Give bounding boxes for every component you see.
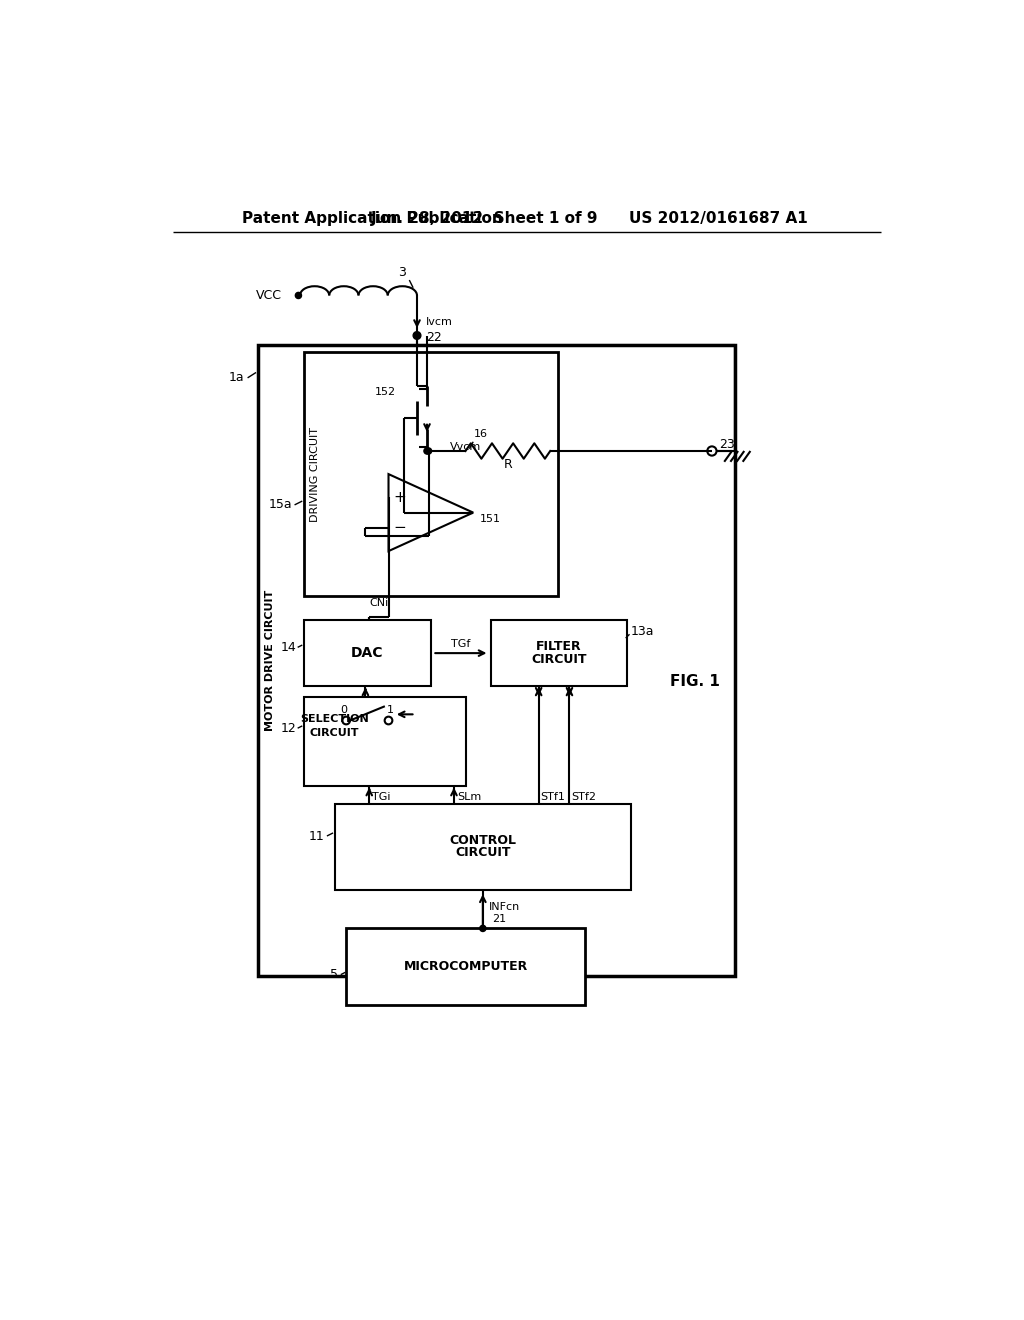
- Text: INFcn: INFcn: [489, 902, 520, 912]
- Text: 3: 3: [397, 265, 406, 279]
- Text: 0: 0: [340, 705, 347, 714]
- Circle shape: [295, 293, 301, 298]
- Bar: [346, 928, 585, 1006]
- Bar: [258, 345, 735, 977]
- Text: R: R: [504, 458, 512, 471]
- Text: CONTROL: CONTROL: [450, 834, 516, 847]
- Text: SLm: SLm: [457, 792, 481, 803]
- Text: 152: 152: [375, 387, 396, 397]
- Bar: [304, 620, 431, 686]
- Text: CIRCUIT: CIRCUIT: [455, 846, 511, 859]
- Text: 22: 22: [426, 330, 442, 343]
- Circle shape: [385, 717, 392, 725]
- Text: 14: 14: [281, 640, 296, 653]
- Circle shape: [708, 446, 717, 455]
- Text: 16: 16: [474, 429, 487, 440]
- Text: Ivcm: Ivcm: [426, 317, 453, 326]
- Text: 23: 23: [720, 438, 735, 451]
- Text: FIG. 1: FIG. 1: [670, 675, 720, 689]
- Text: FILTER: FILTER: [537, 640, 582, 653]
- Circle shape: [413, 331, 421, 339]
- Text: −: −: [393, 520, 406, 536]
- Text: 12: 12: [281, 722, 296, 735]
- Text: 1a: 1a: [229, 371, 245, 384]
- Text: MOTOR DRIVE CIRCUIT: MOTOR DRIVE CIRCUIT: [265, 590, 274, 731]
- Circle shape: [342, 717, 350, 725]
- Circle shape: [480, 925, 486, 932]
- Text: DAC: DAC: [351, 645, 384, 660]
- Bar: [304, 352, 558, 595]
- Text: DRIVING CIRCUIT: DRIVING CIRCUIT: [310, 426, 321, 521]
- Text: VCC: VCC: [255, 289, 282, 302]
- Bar: [335, 804, 631, 890]
- Bar: [490, 620, 628, 686]
- Text: CIRCUIT: CIRCUIT: [531, 653, 587, 665]
- Circle shape: [424, 447, 430, 454]
- Text: 15a: 15a: [268, 499, 292, 511]
- Text: 151: 151: [479, 513, 501, 524]
- Text: MICROCOMPUTER: MICROCOMPUTER: [403, 961, 527, 973]
- Text: 1: 1: [387, 705, 394, 714]
- Text: US 2012/0161687 A1: US 2012/0161687 A1: [630, 211, 808, 226]
- Text: STf2: STf2: [571, 792, 596, 803]
- Text: TGi: TGi: [373, 792, 391, 803]
- Bar: [304, 697, 466, 785]
- Text: 13a: 13a: [631, 626, 654, 639]
- Text: TGf: TGf: [452, 639, 471, 649]
- Text: SELECTION: SELECTION: [300, 714, 369, 723]
- Text: CIRCUIT: CIRCUIT: [310, 727, 359, 738]
- Text: Vvcm: Vvcm: [451, 442, 481, 453]
- Text: 11: 11: [309, 829, 325, 842]
- Circle shape: [425, 447, 432, 454]
- Text: STf1: STf1: [541, 792, 565, 803]
- Text: +: +: [393, 490, 406, 504]
- Text: 5: 5: [331, 968, 339, 981]
- Text: Patent Application Publication: Patent Application Publication: [243, 211, 503, 226]
- Text: CNi: CNi: [370, 598, 388, 607]
- Text: Jun. 28, 2012  Sheet 1 of 9: Jun. 28, 2012 Sheet 1 of 9: [371, 211, 598, 226]
- Text: 21: 21: [493, 915, 506, 924]
